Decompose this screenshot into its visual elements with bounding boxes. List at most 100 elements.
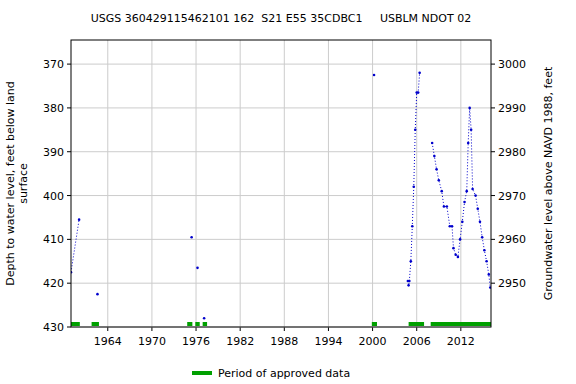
grid-line bbox=[107, 40, 108, 327]
tick-label: 1988 bbox=[270, 335, 298, 348]
data-point bbox=[431, 142, 434, 145]
data-point bbox=[457, 256, 460, 259]
data-point bbox=[443, 205, 446, 208]
data-point bbox=[437, 179, 440, 182]
tick bbox=[67, 64, 71, 65]
tick-label: 3000 bbox=[498, 58, 526, 71]
data-point bbox=[459, 238, 462, 241]
tick bbox=[491, 151, 495, 152]
tick bbox=[67, 283, 71, 284]
data-point bbox=[463, 201, 466, 204]
data-point bbox=[467, 142, 470, 145]
data-point bbox=[417, 91, 420, 94]
tick-label: 2950 bbox=[498, 277, 526, 290]
plot-frame bbox=[71, 40, 491, 327]
tick-label: 1970 bbox=[138, 335, 166, 348]
grid-line bbox=[196, 40, 197, 327]
tick-label: 2012 bbox=[447, 335, 475, 348]
data-point bbox=[468, 107, 471, 110]
data-point bbox=[483, 249, 486, 252]
data-point bbox=[433, 155, 436, 158]
data-point bbox=[471, 188, 474, 191]
data-point bbox=[454, 253, 457, 256]
tick-label: 390 bbox=[43, 146, 64, 159]
data-point bbox=[476, 207, 479, 210]
data-point bbox=[203, 317, 206, 320]
tick bbox=[67, 239, 71, 240]
tick-label: 2960 bbox=[498, 233, 526, 246]
background bbox=[0, 0, 576, 384]
series-line bbox=[71, 73, 490, 288]
grid-line bbox=[71, 107, 491, 108]
data-point bbox=[407, 284, 410, 287]
data-point bbox=[446, 205, 449, 208]
grid-line bbox=[372, 40, 373, 327]
grid-line bbox=[284, 40, 285, 327]
tick bbox=[372, 327, 373, 331]
approved-period bbox=[431, 322, 491, 326]
tick-label: 380 bbox=[43, 102, 64, 115]
approved-period bbox=[409, 322, 424, 326]
data-point bbox=[487, 273, 490, 276]
data-point bbox=[412, 185, 415, 188]
data-point bbox=[418, 72, 421, 75]
tick-label: 430 bbox=[43, 321, 64, 334]
approved-period bbox=[203, 322, 207, 326]
tick bbox=[491, 195, 495, 196]
data-point bbox=[78, 218, 81, 221]
tick-label: 420 bbox=[43, 277, 64, 290]
tick-label: 400 bbox=[43, 190, 64, 203]
tick bbox=[196, 327, 197, 331]
tick bbox=[491, 64, 495, 65]
tick-label: 2000 bbox=[359, 335, 387, 348]
tick-label: 1994 bbox=[314, 335, 342, 348]
grid-line bbox=[71, 151, 491, 152]
title: USGS 360429115462101 162 S21 E55 35CDBC1… bbox=[91, 12, 471, 25]
data-point bbox=[481, 236, 484, 239]
tick bbox=[460, 327, 461, 331]
data-point bbox=[451, 225, 454, 228]
data-point bbox=[452, 247, 455, 250]
axis-label: Groundwater level above NAVD 1988, feet bbox=[542, 66, 555, 300]
data-point bbox=[479, 221, 482, 224]
tick-label: 2980 bbox=[498, 146, 526, 159]
grid-line bbox=[71, 239, 491, 240]
grid-line bbox=[460, 40, 461, 327]
tick bbox=[328, 327, 329, 331]
tick bbox=[107, 327, 108, 331]
axis-label: Depth to water level, feet below land bbox=[4, 81, 17, 286]
tick bbox=[240, 327, 241, 331]
grid-line bbox=[328, 40, 329, 327]
data-point bbox=[190, 236, 193, 239]
tick-label: 1964 bbox=[94, 335, 122, 348]
data-point bbox=[196, 267, 199, 270]
tick-label: 2970 bbox=[498, 190, 526, 203]
data-point bbox=[411, 225, 414, 228]
approved-period bbox=[195, 322, 199, 326]
tick-label: 410 bbox=[43, 233, 64, 246]
tick bbox=[67, 151, 71, 152]
tick-label: 370 bbox=[43, 58, 64, 71]
grid-line bbox=[71, 283, 491, 284]
grid-line bbox=[416, 40, 417, 327]
approved-period bbox=[187, 322, 192, 326]
data-point bbox=[435, 168, 438, 171]
tick bbox=[67, 327, 71, 328]
tick bbox=[67, 107, 71, 108]
approved-period bbox=[71, 322, 80, 326]
data-point bbox=[485, 260, 488, 263]
tick bbox=[67, 195, 71, 196]
tick bbox=[151, 327, 152, 331]
data-point bbox=[470, 129, 473, 132]
tick-label: 1982 bbox=[226, 335, 254, 348]
data-point bbox=[474, 194, 477, 197]
tick bbox=[416, 327, 417, 331]
tick bbox=[491, 283, 495, 284]
data-point bbox=[373, 74, 376, 77]
tick-label: 2990 bbox=[498, 102, 526, 115]
legend-label: Period of approved data bbox=[218, 367, 350, 380]
grid-line bbox=[240, 40, 241, 327]
data-point bbox=[96, 293, 99, 296]
data-point bbox=[408, 280, 411, 283]
grid-line bbox=[151, 40, 152, 327]
